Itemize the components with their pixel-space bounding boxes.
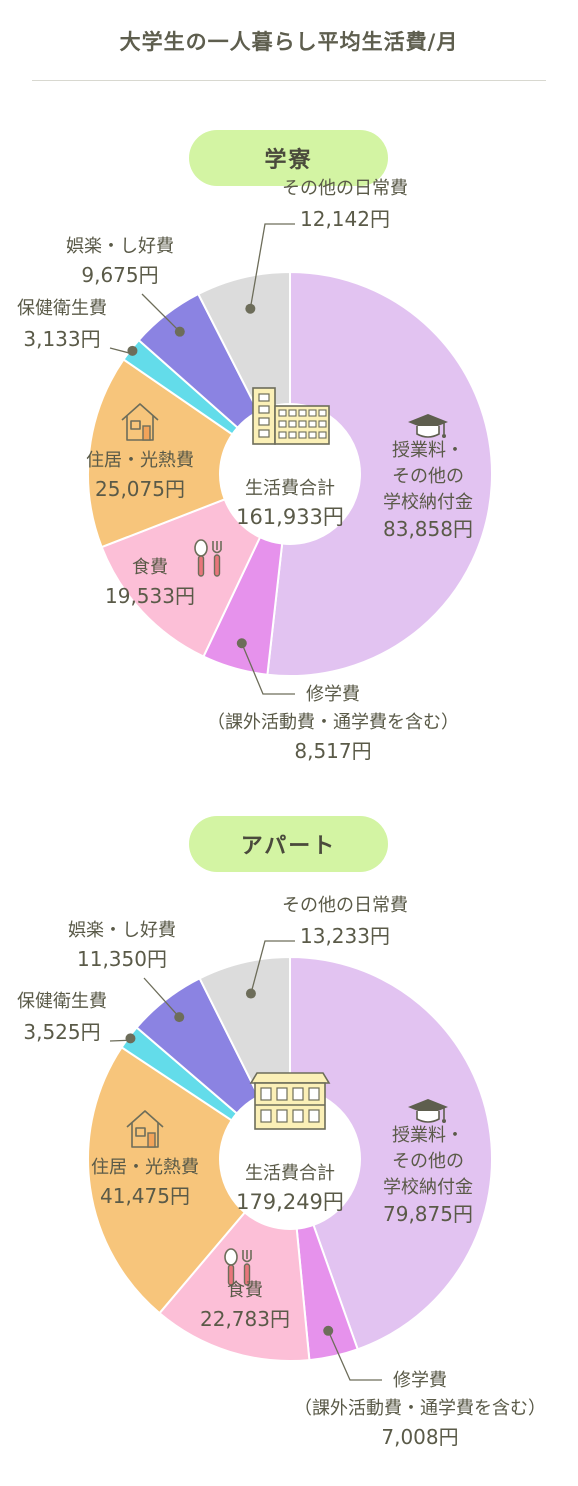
slice-value: 83,858円	[383, 517, 473, 541]
slice-value: 7,008円	[381, 1425, 458, 1449]
leader-dot	[174, 326, 185, 337]
leader-line	[109, 1039, 127, 1042]
slice-label: 食費	[227, 1280, 263, 1301]
chart-title-apartment: アパート	[189, 816, 388, 872]
leader-line	[109, 347, 129, 354]
slice-0	[289, 955, 493, 1351]
slice-0	[266, 270, 493, 677]
slice-3	[87, 1045, 247, 1315]
leader-dot	[245, 988, 256, 999]
slice-value: 25,075円	[95, 477, 185, 501]
house-icon	[126, 1110, 164, 1148]
slice-value: 19,533円	[105, 584, 195, 608]
slice-label: 授業料・	[392, 440, 464, 461]
page-title: 大学生の一人暮らし平均生活費/月	[119, 30, 459, 54]
title-divider	[32, 80, 546, 81]
graduation-cap-icon	[408, 1099, 448, 1123]
slice-3	[87, 358, 234, 549]
leader-line	[143, 977, 180, 1018]
leader-dot	[174, 1012, 185, 1023]
slice-label: その他の	[392, 1151, 464, 1172]
leader-line	[249, 223, 295, 309]
slice-label: 修学費	[306, 684, 360, 705]
slice-label: 保健衛生費	[17, 991, 107, 1012]
house-icon	[121, 403, 159, 441]
center-label: 生活費合計	[245, 1163, 335, 1184]
slice-value: 12,142円	[300, 207, 390, 231]
slice-label: 授業料・	[392, 1125, 464, 1146]
slice-label: 修学費	[393, 1370, 447, 1391]
slice-label: （課外活動費・通学費を含む）	[294, 1398, 546, 1419]
slice-value: 22,783円	[200, 1307, 290, 1331]
leader-line	[250, 940, 295, 994]
graduation-cap-icon	[408, 414, 448, 438]
slice-value: 3,133円	[23, 327, 100, 351]
leader-line	[241, 643, 295, 695]
slice-label: 娯楽・し好費	[66, 236, 174, 257]
slice-value: 9,675円	[81, 263, 158, 287]
slice-value: 3,525円	[23, 1020, 100, 1044]
spoon-fork-icon	[194, 539, 222, 577]
slice-label: 学校納付金	[383, 492, 473, 513]
slice-label: 住居・光熱費	[86, 450, 194, 471]
slice-label: 食費	[132, 557, 168, 578]
slice-value: 11,350円	[77, 947, 167, 971]
dormitory-icon	[252, 387, 330, 445]
slice-label: その他の	[392, 466, 464, 487]
slice-value: 13,233円	[300, 924, 390, 948]
center-total: 161,933円	[236, 505, 344, 529]
slice-label: その他の日常費	[282, 895, 408, 916]
leader-dot	[127, 345, 138, 356]
leader-line	[141, 293, 181, 333]
slice-label: 保健衛生費	[17, 298, 107, 319]
leader-line	[327, 1330, 382, 1381]
slice-label: 娯楽・し好費	[68, 920, 176, 941]
center-total: 179,249円	[236, 1190, 344, 1214]
spoon-fork-icon	[224, 1248, 252, 1286]
slice-2	[158, 1211, 311, 1362]
apartment-icon	[249, 1072, 331, 1130]
slice-value: 8,517円	[294, 739, 371, 763]
leader-dot	[245, 303, 256, 314]
chart-title-dormitory: 学寮	[189, 130, 388, 186]
leader-dot	[125, 1033, 136, 1044]
slice-label: その他の日常費	[282, 178, 408, 199]
slice-value: 79,875円	[383, 1202, 473, 1226]
slice-label: 学校納付金	[383, 1177, 473, 1198]
slice-label: 住居・光熱費	[91, 1157, 199, 1178]
center-label: 生活費合計	[245, 478, 335, 499]
slice-2	[100, 498, 262, 658]
slice-value: 41,475円	[100, 1184, 190, 1208]
slice-label: （課外活動費・通学費を含む）	[207, 712, 459, 733]
